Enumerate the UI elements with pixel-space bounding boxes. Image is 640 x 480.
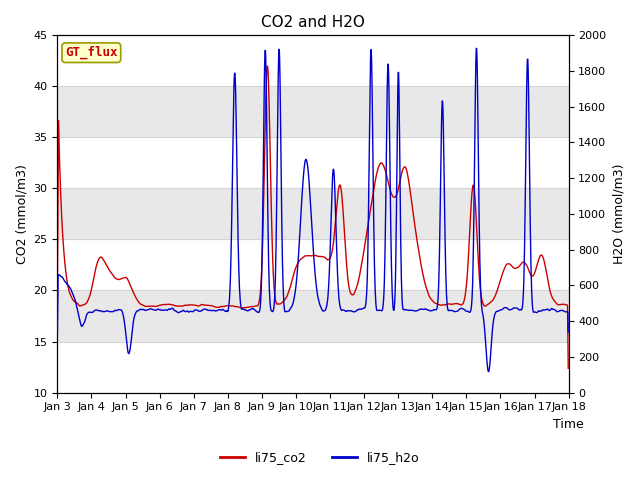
Text: GT_flux: GT_flux bbox=[65, 46, 118, 60]
Legend: li75_co2, li75_h2o: li75_co2, li75_h2o bbox=[215, 446, 425, 469]
Y-axis label: CO2 (mmol/m3): CO2 (mmol/m3) bbox=[15, 164, 28, 264]
Title: CO2 and H2O: CO2 and H2O bbox=[261, 15, 365, 30]
Y-axis label: H2O (mmol/m3): H2O (mmol/m3) bbox=[612, 164, 625, 264]
Bar bbox=[58, 290, 568, 341]
Bar bbox=[58, 189, 568, 240]
X-axis label: Time: Time bbox=[553, 418, 584, 431]
Bar bbox=[58, 86, 568, 137]
